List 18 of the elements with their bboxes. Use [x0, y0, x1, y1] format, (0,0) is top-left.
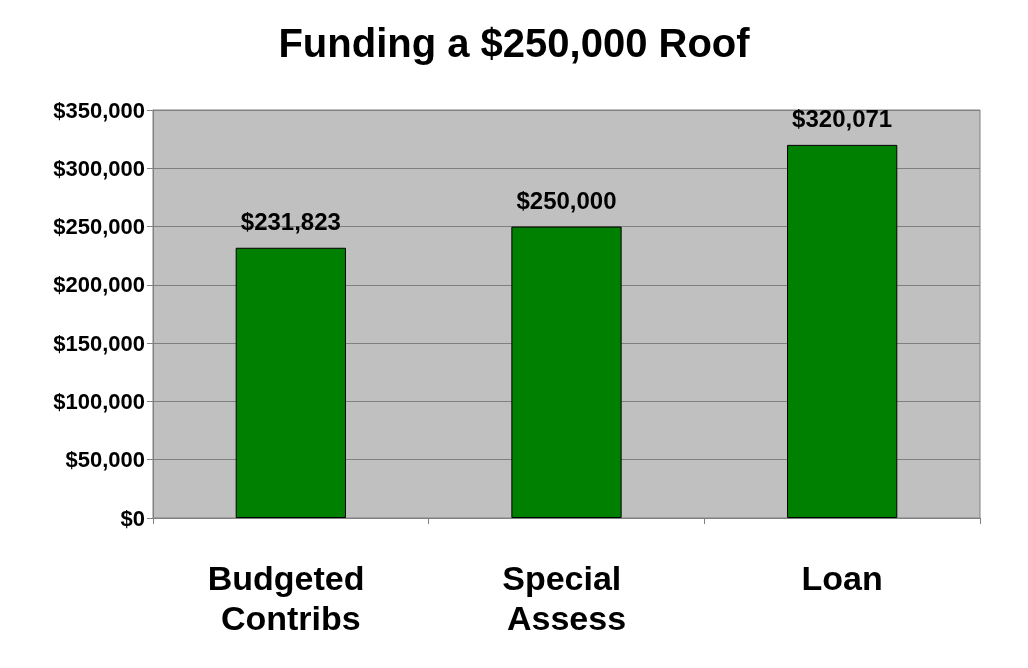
y-tick-label: $300,000: [53, 155, 145, 181]
y-tick-label: $200,000: [53, 272, 145, 298]
y-tick-label: $350,000: [53, 97, 145, 123]
y-tick-label: $0: [120, 505, 145, 531]
y-tick-label: $50,000: [65, 447, 145, 473]
data-label: $320,071: [792, 105, 893, 133]
x-tick-label: Budgeted Contribs: [207, 559, 374, 637]
data-label: $231,823: [240, 208, 341, 236]
x-tick-label: Special Assess: [502, 559, 631, 637]
bar: [787, 144, 898, 518]
y-tick-label: $150,000: [53, 330, 145, 356]
x-tick-label: Loan: [801, 559, 883, 597]
y-tick-label: $100,000: [53, 388, 145, 414]
bar: [235, 247, 346, 518]
y-tick-label: $250,000: [53, 214, 145, 240]
chart-title: Funding a $250,000 Roof: [278, 21, 751, 65]
bar: [511, 226, 622, 518]
data-label: $250,000: [516, 187, 617, 215]
